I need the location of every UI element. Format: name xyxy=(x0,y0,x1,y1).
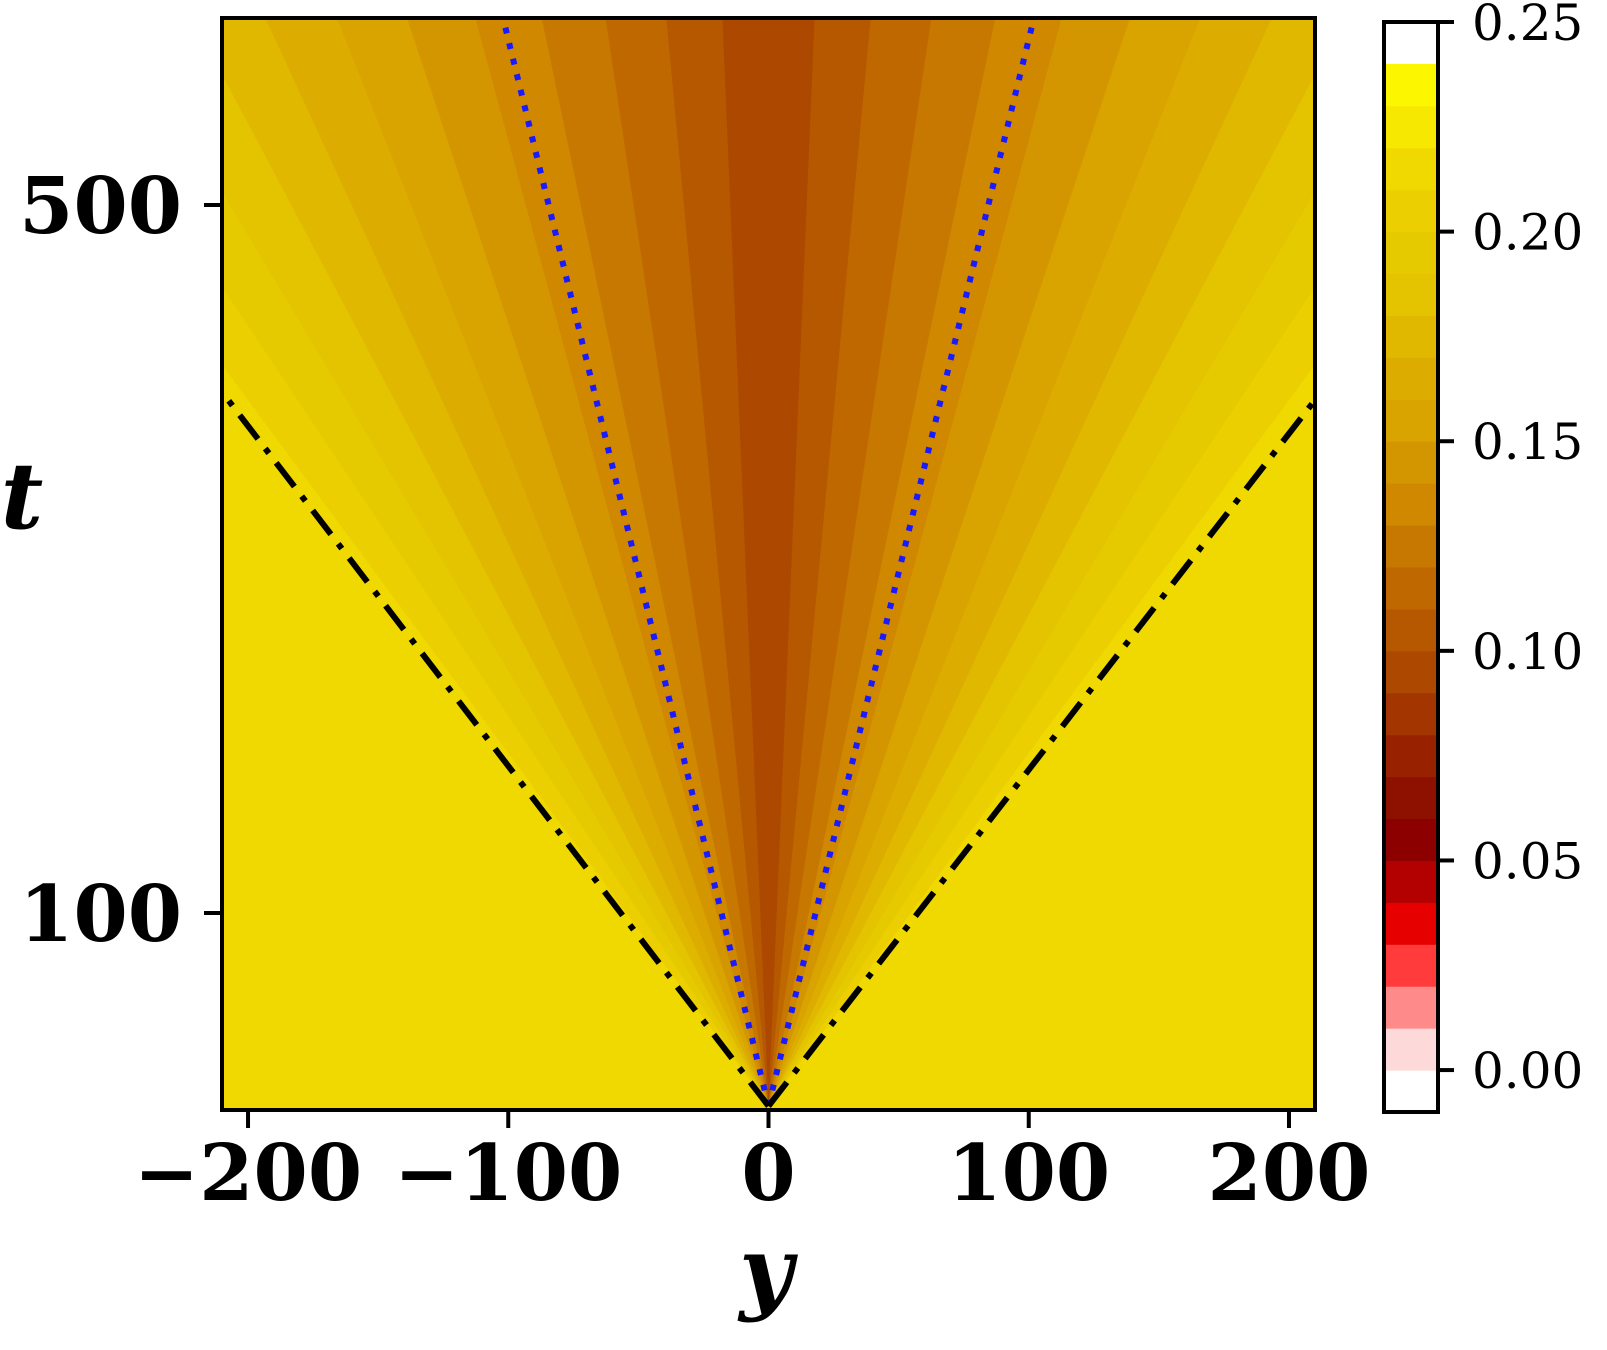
colorbar-segment xyxy=(1384,441,1438,484)
colorbar-segment xyxy=(1384,483,1438,526)
colorbar-tick-label: 0.20 xyxy=(1472,204,1583,262)
dotted-line xyxy=(765,23,1036,1107)
colorbar-segment xyxy=(1384,860,1438,903)
colorbar-tick-label: 0.25 xyxy=(1472,0,1583,52)
colorbar-ticks: 0.00 0.05 0.10 0.15 0.20 0.25 xyxy=(1438,0,1583,1100)
colorbar-segment xyxy=(1384,818,1438,861)
colorbar-segment xyxy=(1384,902,1438,945)
x-axis-title: y xyxy=(737,1216,798,1324)
y-axis-title: t xyxy=(1,442,44,550)
colorbar-segment xyxy=(1384,1028,1438,1071)
colorbar-tick-label: 0.00 xyxy=(1472,1042,1583,1100)
x-tick-label: 100 xyxy=(947,1128,1110,1219)
colorbar-segment xyxy=(1384,63,1438,107)
colorbar-segment xyxy=(1384,105,1438,149)
colorbar-segment xyxy=(1384,273,1438,316)
colorbar-tick-label: 0.10 xyxy=(1472,623,1583,681)
y-tick-label: 500 xyxy=(19,161,182,252)
dash-dot-line xyxy=(766,398,1315,1108)
colorbar-frame xyxy=(1382,20,1440,1114)
colorbar-segment xyxy=(1384,986,1438,1029)
colorbar-segment xyxy=(1384,650,1438,694)
colorbar-segment xyxy=(1384,189,1438,233)
colorbar-segment xyxy=(1384,147,1438,191)
colorbar-segment xyxy=(1384,944,1438,987)
colorbar-segment xyxy=(1384,315,1438,358)
colorbar-segment xyxy=(1384,399,1438,442)
colorbar-segment xyxy=(1384,776,1438,820)
colorbar xyxy=(1384,63,1438,1113)
colorbar-segment xyxy=(1384,734,1438,778)
colorbar-segment xyxy=(1384,692,1438,736)
y-tick-label: 100 xyxy=(19,869,182,960)
y-axis: 100 500 xyxy=(19,161,222,960)
dotted-line xyxy=(501,23,772,1107)
colorbar-segment xyxy=(1384,1070,1438,1113)
plot-area xyxy=(222,18,1315,1110)
colorbar-segment xyxy=(1384,525,1438,568)
colorbar-segment xyxy=(1384,231,1438,275)
colorbar-tick-label: 0.05 xyxy=(1472,832,1583,890)
dash-dot-line xyxy=(222,390,771,1108)
x-tick-label: −200 xyxy=(134,1128,362,1219)
x-tick-label: 0 xyxy=(741,1128,795,1219)
x-tick-label: −100 xyxy=(394,1128,622,1219)
x-tick-label: 200 xyxy=(1208,1128,1371,1219)
x-axis: −200 −100 0 100 200 xyxy=(134,1110,1370,1219)
colorbar-segment xyxy=(1384,567,1438,610)
colorbar-segment xyxy=(1384,608,1438,652)
colorbar-tick-label: 0.15 xyxy=(1472,413,1583,471)
colorbar-segment xyxy=(1384,357,1438,400)
contour-band xyxy=(722,18,815,1106)
